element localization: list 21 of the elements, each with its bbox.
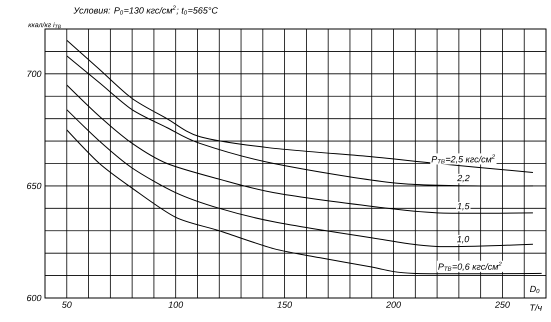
x-tick-label: 150 bbox=[277, 302, 292, 308]
y-tick-label: 600 bbox=[27, 294, 42, 302]
y-tick-label: 650 bbox=[27, 182, 42, 190]
x-tick-label: 250 bbox=[494, 302, 510, 308]
x-axis-title: D$_{0}$ bbox=[530, 286, 540, 294]
series-label: P$_{ТВ}$=0,6 кгс/см$^{2}$ bbox=[438, 262, 502, 271]
line-series bbox=[66, 55, 534, 187]
series-label: 2,2 bbox=[457, 174, 470, 182]
line-series bbox=[66, 129, 542, 274]
text: Т/ч bbox=[530, 304, 542, 311]
x-tick-label: 100 bbox=[168, 302, 184, 308]
x-tick-label: 50 bbox=[62, 302, 72, 308]
line-series bbox=[66, 84, 534, 214]
line-series bbox=[66, 40, 534, 173]
chart-title: Условия: P$_{0}$=130 кгс/см$^{2}$; t$_{0}$=565°C bbox=[74, 6, 218, 15]
y-tick-label: 700 bbox=[27, 70, 42, 78]
series-label: P$_{ТВ}$=2,5 кгс/см$^{2}$ bbox=[432, 154, 495, 164]
series-label: 1,5 bbox=[457, 203, 470, 210]
x-tick-label: 200 bbox=[386, 302, 401, 308]
series-label: 1,0 bbox=[457, 236, 470, 244]
line-series bbox=[66, 109, 534, 248]
